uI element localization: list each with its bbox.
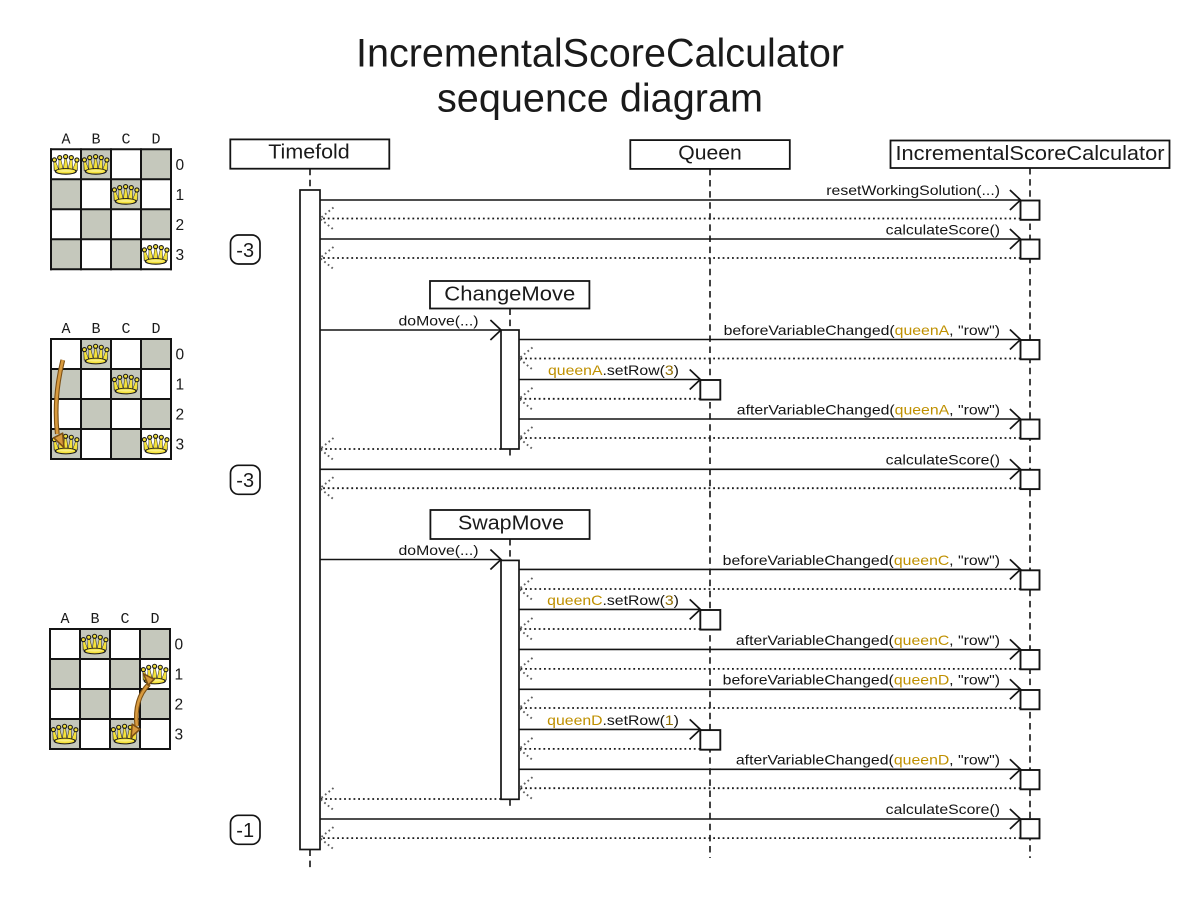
- svg-text:, "row"): , "row"): [949, 401, 1000, 417]
- svg-text:A: A: [60, 611, 69, 628]
- svg-text:Timefold: Timefold: [268, 141, 350, 164]
- svg-text:1: 1: [665, 712, 674, 728]
- svg-text:calculateScore(): calculateScore(): [886, 801, 1000, 817]
- svg-text:afterVariableChanged(: afterVariableChanged(: [736, 752, 894, 768]
- svg-text:, "row"): , "row"): [949, 322, 1000, 338]
- svg-text:C: C: [121, 321, 130, 338]
- svg-text:SwapMove: SwapMove: [458, 511, 564, 534]
- svg-text:queenA: queenA: [895, 401, 950, 417]
- svg-text:queenA: queenA: [548, 362, 603, 378]
- svg-text:-3: -3: [236, 470, 254, 492]
- svg-text:): ): [674, 592, 679, 608]
- svg-text:queenA: queenA: [895, 322, 950, 338]
- svg-text:resetWorkingSolution(...): resetWorkingSolution(...): [826, 182, 1000, 198]
- svg-text:1: 1: [175, 667, 184, 684]
- svg-text:beforeVariableChanged(: beforeVariableChanged(: [723, 552, 894, 568]
- svg-text:queenD: queenD: [894, 752, 949, 768]
- svg-text:, "row"): , "row"): [949, 552, 1000, 568]
- svg-text:calculateScore(): calculateScore(): [886, 452, 1000, 468]
- svg-text:3: 3: [176, 437, 185, 454]
- svg-text:3: 3: [665, 592, 674, 608]
- svg-text:-3: -3: [236, 240, 254, 262]
- svg-text:2: 2: [176, 407, 185, 424]
- svg-text:C: C: [121, 131, 130, 148]
- svg-text:1: 1: [176, 187, 185, 204]
- svg-text:afterVariableChanged(: afterVariableChanged(: [736, 632, 894, 648]
- svg-text:queenC: queenC: [547, 592, 602, 608]
- svg-text:-1: -1: [236, 820, 254, 842]
- svg-text:1: 1: [176, 377, 185, 394]
- svg-text:queenC: queenC: [894, 552, 949, 568]
- svg-text:B: B: [91, 321, 100, 338]
- svg-text:queenD: queenD: [894, 672, 949, 688]
- svg-text:A: A: [61, 131, 70, 148]
- svg-text:ChangeMove: ChangeMove: [444, 282, 575, 305]
- svg-text:D: D: [151, 131, 160, 148]
- svg-text:3: 3: [176, 247, 185, 264]
- svg-text:, "row"): , "row"): [949, 752, 1000, 768]
- svg-text:3: 3: [665, 362, 674, 378]
- svg-text:0: 0: [175, 637, 184, 654]
- svg-text:): ): [674, 362, 679, 378]
- svg-text:IncrementalScoreCalculator: IncrementalScoreCalculator: [356, 31, 844, 75]
- svg-text:.setRow(: .setRow(: [603, 592, 666, 608]
- svg-text:queenC: queenC: [894, 632, 949, 648]
- svg-text:.setRow(: .setRow(: [603, 362, 666, 378]
- svg-text:Queen: Queen: [678, 141, 742, 164]
- svg-text:2: 2: [176, 217, 185, 234]
- svg-text:): ): [674, 712, 679, 728]
- svg-text:0: 0: [176, 347, 185, 364]
- svg-text:0: 0: [176, 157, 185, 174]
- svg-text:3: 3: [175, 727, 184, 744]
- svg-text:calculateScore(): calculateScore(): [886, 221, 1000, 237]
- svg-text:A: A: [61, 321, 70, 338]
- svg-text:doMove(...): doMove(...): [399, 542, 479, 558]
- svg-text:B: B: [91, 131, 100, 148]
- svg-text:.setRow(: .setRow(: [603, 712, 666, 728]
- svg-text:IncrementalScoreCalculator: IncrementalScoreCalculator: [896, 142, 1165, 165]
- svg-text:doMove(...): doMove(...): [399, 312, 479, 328]
- svg-text:beforeVariableChanged(: beforeVariableChanged(: [724, 322, 895, 338]
- svg-text:D: D: [150, 611, 159, 628]
- svg-text:B: B: [90, 611, 99, 628]
- svg-text:queenD: queenD: [547, 712, 602, 728]
- svg-text:beforeVariableChanged(: beforeVariableChanged(: [723, 672, 894, 688]
- svg-text:D: D: [151, 321, 160, 338]
- svg-text:, "row"): , "row"): [949, 672, 1000, 688]
- svg-text:, "row"): , "row"): [949, 632, 1000, 648]
- svg-text:C: C: [120, 611, 129, 628]
- svg-text:sequence diagram: sequence diagram: [437, 76, 763, 120]
- svg-text:afterVariableChanged(: afterVariableChanged(: [737, 401, 895, 417]
- svg-text:2: 2: [175, 697, 184, 714]
